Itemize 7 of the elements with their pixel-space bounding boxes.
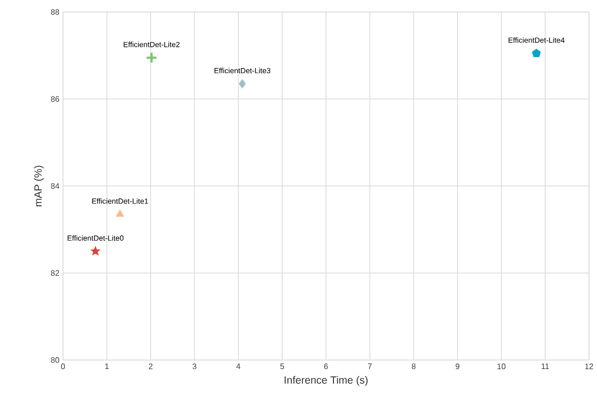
point (116, 210, 124, 217)
point (532, 48, 541, 58)
point (238, 79, 246, 88)
y-axis-title: mAP (%) (34, 166, 44, 206)
x-axis-title: Inference Time (s) (284, 376, 368, 386)
point (90, 246, 100, 256)
point (145, 52, 158, 64)
